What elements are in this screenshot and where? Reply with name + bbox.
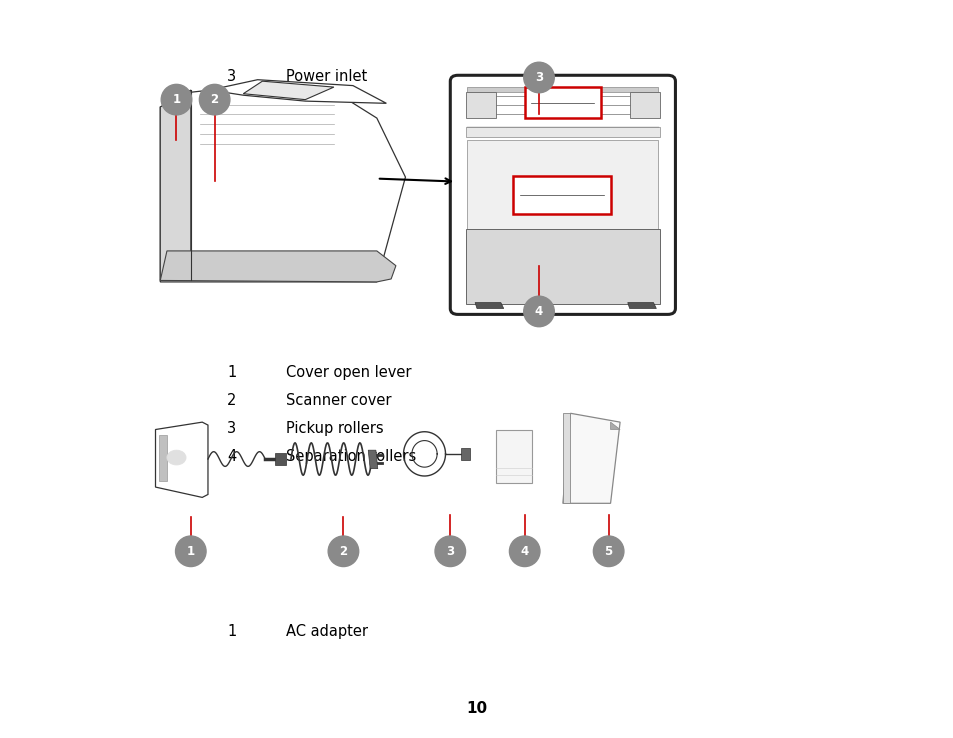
Ellipse shape [175, 536, 206, 567]
Polygon shape [627, 303, 656, 308]
Text: 3: 3 [535, 71, 542, 84]
Ellipse shape [538, 96, 552, 109]
Ellipse shape [593, 536, 623, 567]
Text: 4: 4 [535, 305, 542, 318]
Text: 3: 3 [227, 69, 236, 83]
Ellipse shape [582, 96, 596, 109]
Polygon shape [562, 413, 570, 503]
Text: 5: 5 [604, 545, 612, 558]
Polygon shape [243, 81, 334, 100]
FancyBboxPatch shape [450, 75, 675, 314]
Text: 1: 1 [172, 93, 180, 106]
Text: Scanner cover: Scanner cover [286, 393, 392, 408]
Ellipse shape [552, 187, 569, 203]
Polygon shape [160, 90, 191, 280]
Text: 2: 2 [211, 93, 218, 106]
FancyBboxPatch shape [513, 176, 610, 214]
Ellipse shape [161, 84, 192, 115]
Ellipse shape [578, 187, 596, 203]
Ellipse shape [509, 536, 539, 567]
Polygon shape [160, 251, 395, 282]
Polygon shape [610, 422, 619, 430]
Polygon shape [465, 127, 659, 137]
Text: 1: 1 [227, 624, 236, 638]
Text: Cover open lever: Cover open lever [286, 365, 412, 380]
Ellipse shape [199, 84, 230, 115]
Ellipse shape [328, 536, 358, 567]
Text: 4: 4 [227, 449, 236, 464]
Ellipse shape [523, 62, 554, 93]
Ellipse shape [525, 187, 542, 203]
Text: 1: 1 [227, 365, 236, 380]
Text: AC adapter: AC adapter [286, 624, 368, 638]
Ellipse shape [523, 296, 554, 327]
Polygon shape [629, 92, 659, 118]
Polygon shape [496, 430, 532, 483]
Text: Power inlet: Power inlet [286, 69, 367, 83]
Text: Pickup rollers: Pickup rollers [286, 421, 383, 436]
Polygon shape [368, 450, 377, 469]
Polygon shape [465, 92, 496, 118]
Polygon shape [460, 448, 470, 460]
Text: 1: 1 [187, 545, 194, 558]
Text: 4: 4 [520, 545, 528, 558]
Polygon shape [159, 435, 167, 481]
Circle shape [167, 450, 186, 465]
Polygon shape [467, 140, 658, 229]
Polygon shape [465, 229, 659, 304]
FancyBboxPatch shape [524, 87, 600, 118]
Text: 10: 10 [466, 701, 487, 716]
Polygon shape [475, 303, 503, 308]
Text: 3: 3 [227, 421, 236, 436]
Polygon shape [562, 413, 619, 503]
Polygon shape [155, 422, 208, 497]
Text: 2: 2 [339, 545, 347, 558]
Ellipse shape [560, 96, 574, 109]
Polygon shape [467, 87, 658, 92]
Text: Separation rollers: Separation rollers [286, 449, 416, 464]
Ellipse shape [435, 536, 465, 567]
Text: 3: 3 [446, 545, 454, 558]
Polygon shape [210, 80, 386, 103]
Text: 2: 2 [227, 393, 236, 408]
Polygon shape [160, 85, 405, 282]
Polygon shape [274, 453, 286, 465]
